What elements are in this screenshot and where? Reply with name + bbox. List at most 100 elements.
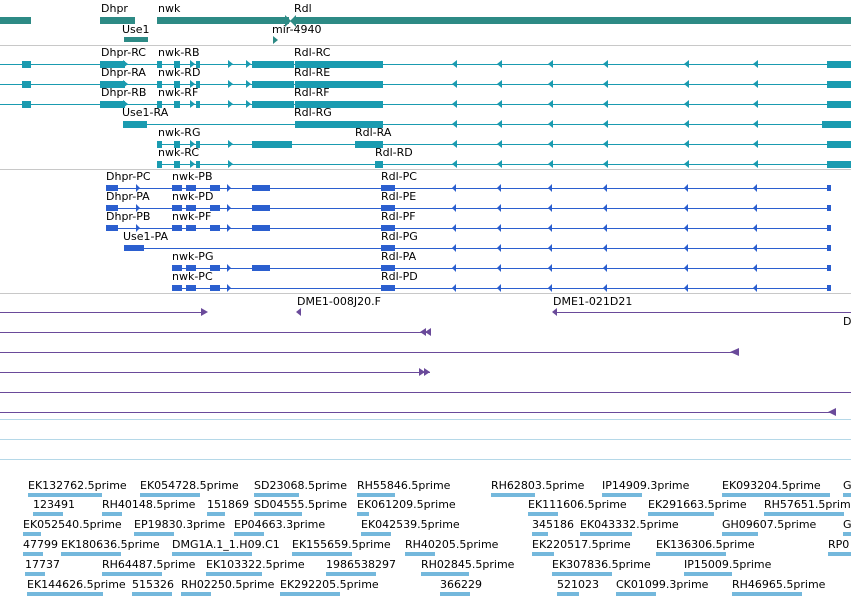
transcript-exon[interactable] [157,61,162,68]
transcript-exon[interactable] [174,101,180,108]
clone-line[interactable] [553,312,851,313]
est-feature[interactable] [405,552,435,556]
protein-cds[interactable] [210,285,220,291]
protein-intron-line[interactable] [172,288,830,289]
clone-arrow-left[interactable] [296,308,301,316]
transcript-exon[interactable] [157,161,162,168]
protein-cds[interactable] [252,225,270,231]
transcript-exon[interactable] [196,161,200,168]
protein-cds[interactable] [124,245,144,251]
est-feature[interactable] [528,512,558,516]
clone-line[interactable] [0,412,836,413]
transcript-exon[interactable] [827,81,851,88]
est-feature[interactable] [172,552,252,556]
est-feature[interactable] [140,493,200,497]
est-feature[interactable] [132,592,172,596]
protein-cds[interactable] [381,245,395,251]
transcript-exon[interactable] [252,81,258,88]
est-feature[interactable] [207,512,225,516]
protein-cds[interactable] [827,265,831,271]
est-feature[interactable] [361,532,391,536]
transcript-exon[interactable] [196,81,200,88]
est-feature[interactable] [491,493,535,497]
protein-cds[interactable] [827,185,831,191]
est-feature[interactable] [234,532,264,536]
transcript-exon[interactable] [100,101,125,108]
est-feature[interactable] [357,512,369,516]
protein-cds[interactable] [252,265,270,271]
transcript-exon[interactable] [196,101,200,108]
transcript-exon[interactable] [295,81,383,88]
transcript-exon[interactable] [295,61,383,68]
protein-intron-line[interactable] [106,228,830,229]
transcript-exon[interactable] [822,121,851,128]
est-feature[interactable] [61,552,121,556]
transcript-exon[interactable] [252,101,258,108]
est-feature[interactable] [532,552,554,556]
transcript-exon[interactable] [196,61,200,68]
est-feature[interactable] [28,493,102,497]
est-feature[interactable] [134,532,174,536]
transcript-intron-line[interactable] [157,144,851,145]
est-feature[interactable] [23,552,43,556]
est-feature[interactable] [684,572,732,576]
transcript-exon[interactable] [22,61,31,68]
protein-cds[interactable] [252,185,270,191]
est-feature[interactable] [722,532,758,536]
est-feature[interactable] [557,592,579,596]
protein-cds[interactable] [827,205,831,211]
est-feature[interactable] [206,572,262,576]
est-feature[interactable] [828,552,851,556]
transcript-exon[interactable] [157,101,162,108]
est-feature[interactable] [552,572,612,576]
clone-line[interactable] [0,332,430,333]
protein-cds[interactable] [381,265,395,271]
protein-cds[interactable] [381,285,395,291]
transcript-exon[interactable] [827,101,851,108]
transcript-exon[interactable] [827,61,851,68]
est-feature[interactable] [102,512,122,516]
protein-cds[interactable] [186,225,196,231]
protein-cds[interactable] [381,225,395,231]
est-feature[interactable] [602,493,642,497]
protein-cds[interactable] [172,265,182,271]
protein-cds[interactable] [106,225,118,231]
est-feature[interactable] [33,512,63,516]
est-feature[interactable] [440,592,470,596]
est-feature[interactable] [102,572,162,576]
clone-line[interactable] [0,392,851,393]
est-feature[interactable] [254,493,299,497]
transcript-exon[interactable] [22,81,31,88]
protein-cds[interactable] [381,205,395,211]
protein-intron-line[interactable] [106,188,830,189]
protein-cds[interactable] [210,205,220,211]
gene-mir-arrow[interactable] [273,36,278,44]
transcript-intron-line[interactable] [123,124,851,125]
transcript-exon[interactable] [174,61,180,68]
clone-line[interactable] [0,352,738,353]
protein-intron-line[interactable] [172,268,830,269]
gene-bar-rdl[interactable] [295,17,851,24]
est-feature[interactable] [843,532,851,536]
protein-intron-line[interactable] [106,208,830,209]
est-feature[interactable] [648,512,714,516]
clone-line[interactable] [0,312,205,313]
est-feature[interactable] [843,493,851,497]
transcript-exon[interactable] [174,141,180,148]
protein-cds[interactable] [252,205,270,211]
protein-cds[interactable] [210,265,220,271]
est-feature[interactable] [580,532,632,536]
protein-cds[interactable] [172,185,182,191]
protein-cds[interactable] [186,265,196,271]
transcript-exon[interactable] [157,81,162,88]
est-feature[interactable] [656,552,726,556]
transcript-exon[interactable] [375,161,383,168]
gene-bar-use1[interactable] [124,37,148,42]
protein-cds[interactable] [106,185,118,191]
est-feature[interactable] [616,592,656,596]
transcript-exon[interactable] [355,141,383,148]
transcript-exon[interactable] [157,141,162,148]
transcript-intron-line[interactable] [0,64,851,65]
transcript-exon[interactable] [100,61,125,68]
protein-cds[interactable] [186,205,196,211]
